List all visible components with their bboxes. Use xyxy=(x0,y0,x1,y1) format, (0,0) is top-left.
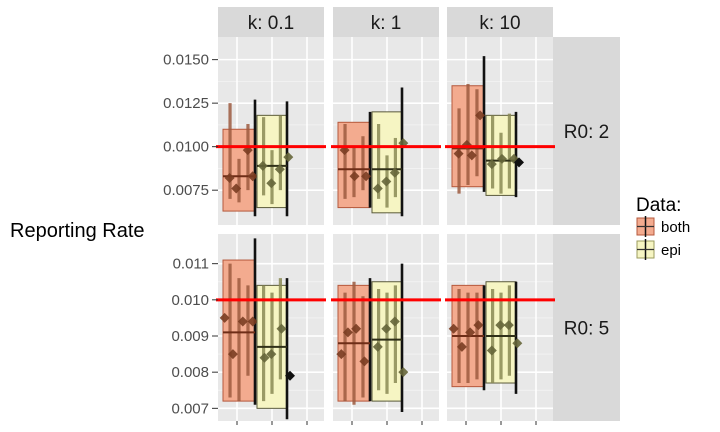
y-axes: 0.0075 0.0100 0.0125 0.0150 0.007 0.008 0.009 0… xyxy=(163,52,537,425)
data-point xyxy=(342,327,353,338)
y-tick-label-0-1: 0.0100 xyxy=(163,139,209,156)
data-point xyxy=(486,345,497,356)
data-point xyxy=(351,323,362,334)
data-point xyxy=(266,178,277,189)
data-point xyxy=(274,164,285,175)
data-point xyxy=(276,323,287,334)
y-tick-label-0-0: 0.0075 xyxy=(163,182,209,199)
data-point xyxy=(336,349,347,360)
col-strip-label-0: k: 0.1 xyxy=(248,13,294,34)
panel-1-1 xyxy=(331,234,441,421)
y-tick-label-1-3: 0.010 xyxy=(171,292,209,309)
facet-panels xyxy=(216,37,555,421)
legend: Data: both epi xyxy=(636,195,690,260)
panel-0-2 xyxy=(445,37,555,225)
data-point xyxy=(512,338,523,349)
data-point xyxy=(361,171,372,182)
legend-label-both: both xyxy=(661,219,690,236)
data-point xyxy=(224,173,235,183)
data-point xyxy=(349,171,360,182)
data-point xyxy=(456,341,467,352)
data-point xyxy=(453,148,464,159)
box-epi xyxy=(256,101,294,217)
data-point xyxy=(237,316,248,327)
data-point xyxy=(389,167,400,178)
y-tick-label-1-0: 0.007 xyxy=(171,400,209,417)
panel-1-2 xyxy=(445,234,555,421)
data-point xyxy=(372,341,383,352)
data-point xyxy=(495,320,506,331)
data-point xyxy=(389,316,400,327)
panel-0-0 xyxy=(216,37,326,225)
data-point xyxy=(503,320,514,331)
box-epi xyxy=(485,111,524,198)
data-point xyxy=(398,367,409,378)
y-axis-title: Reporting Rate xyxy=(10,220,145,242)
data-point xyxy=(473,320,484,331)
facet-strips: k: 0.1 k: 1 k: 10 R0: 2 R0: 5 xyxy=(218,7,620,421)
data-point xyxy=(466,150,477,161)
legend-item-epi: epi xyxy=(636,239,681,260)
panel-0-1 xyxy=(331,37,441,225)
col-strip-label-1: k: 1 xyxy=(371,13,402,34)
legend-item-both: both xyxy=(636,216,690,237)
col-strip-1 xyxy=(333,7,439,37)
box-epi xyxy=(371,263,409,412)
box-both xyxy=(336,278,372,405)
data-point xyxy=(381,323,392,334)
data-point xyxy=(257,160,268,171)
data-point xyxy=(219,312,230,323)
data-point xyxy=(381,176,392,187)
col-strip-2 xyxy=(447,7,553,37)
data-point xyxy=(231,183,242,194)
data-point xyxy=(486,159,497,170)
data-point xyxy=(448,323,459,334)
row-strip-label-0: R0: 2 xyxy=(564,122,609,143)
row-strip-label-1: R0: 5 xyxy=(564,319,609,340)
col-strip-label-2: k: 10 xyxy=(479,13,520,34)
data-point xyxy=(227,349,238,360)
y-tick-label-1-2: 0.009 xyxy=(171,328,209,345)
data-point xyxy=(475,110,486,121)
data-point xyxy=(283,152,294,163)
y-tick-label-1-4: 0.011 xyxy=(173,256,209,273)
data-point xyxy=(465,327,476,338)
data-point xyxy=(259,352,270,363)
row-strip-1 xyxy=(553,234,620,421)
row-strip-0 xyxy=(553,37,620,225)
data-point xyxy=(285,370,295,381)
box-both xyxy=(448,284,486,391)
box-both xyxy=(222,99,258,217)
data-point xyxy=(359,356,370,367)
box-both xyxy=(219,238,258,405)
box-epi xyxy=(256,278,295,420)
data-point xyxy=(247,316,258,327)
box-both xyxy=(337,111,372,209)
data-point xyxy=(266,349,277,360)
legend-title: Data: xyxy=(636,195,681,216)
legend-label-epi: epi xyxy=(661,242,681,259)
data-point xyxy=(247,171,258,182)
y-tick-label-0-2: 0.0125 xyxy=(163,95,209,112)
y-tick-label-0-3: 0.0150 xyxy=(163,52,209,69)
data-point xyxy=(497,153,507,164)
data-point xyxy=(372,183,383,194)
y-tick-label-1-1: 0.008 xyxy=(171,364,209,381)
data-point xyxy=(514,157,524,168)
panel-1-0 xyxy=(216,234,326,421)
col-strip-0 xyxy=(218,7,324,37)
